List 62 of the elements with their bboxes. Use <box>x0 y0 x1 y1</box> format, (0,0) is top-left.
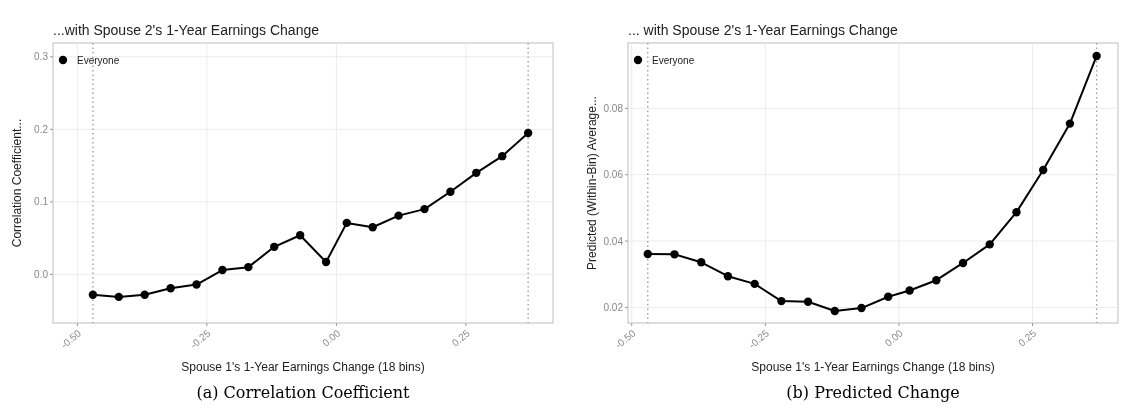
point <box>394 211 403 220</box>
point <box>750 279 759 289</box>
x-tick-label: 0.00 <box>320 327 343 349</box>
point <box>446 187 455 196</box>
chart-title: ... with Spouse 2's 1-Year Earnings Change <box>628 22 899 38</box>
text: (b) Predicted Change <box>786 383 960 402</box>
point <box>140 290 149 299</box>
point <box>166 283 175 293</box>
point <box>1065 119 1075 128</box>
x-tick-label: -0.50 <box>612 327 638 351</box>
legend-label: Everyone <box>652 54 695 66</box>
point <box>420 204 429 214</box>
y-tick-label: 0.2 <box>34 123 49 135</box>
x-axis-title: Spouse 1's 1-Year Earnings Change (18 bins) <box>181 360 425 374</box>
x-tick-label: 0.25 <box>1016 327 1039 349</box>
point <box>498 151 507 161</box>
point <box>985 240 994 249</box>
point <box>905 286 914 295</box>
y-tick-label: 0.0 <box>34 268 49 280</box>
text: (a) Correlation Coefficient <box>196 383 411 402</box>
x-tick-label: 0.00 <box>882 327 906 349</box>
point <box>884 292 893 301</box>
point <box>723 272 733 281</box>
point <box>523 128 533 138</box>
point <box>1092 51 1101 61</box>
point <box>342 218 351 228</box>
y-tick-label: 0.02 <box>603 301 624 313</box>
x-tick-label: -0.25 <box>188 327 213 351</box>
y-tick-label: 0.06 <box>603 169 624 181</box>
y-tick-label: 0.3 <box>34 51 49 63</box>
point <box>857 303 866 313</box>
point <box>88 290 98 299</box>
point <box>643 249 652 259</box>
point <box>321 257 331 267</box>
point <box>777 296 786 306</box>
y-tick-label: 0.08 <box>603 102 624 114</box>
x-tick-label: -0.50 <box>58 327 84 351</box>
point <box>244 262 253 272</box>
y-axis-title: Correlation Coefficient... <box>10 118 24 248</box>
x-tick-label: 0.25 <box>449 327 473 349</box>
point <box>932 276 941 285</box>
point <box>1038 165 1048 175</box>
y-tick-label: 0.1 <box>34 196 49 208</box>
y-tick-label: 0.04 <box>603 235 624 247</box>
point <box>472 168 481 178</box>
point <box>958 258 968 268</box>
point <box>1012 207 1021 217</box>
point <box>368 223 377 232</box>
y-axis-title: Predicted (Within-Bin) Average... <box>585 96 599 270</box>
legend-label: Everyone <box>77 54 120 66</box>
x-tick-label: -0.25 <box>746 327 772 351</box>
point <box>270 242 279 252</box>
point <box>830 306 839 316</box>
point <box>218 265 227 275</box>
point <box>697 258 706 267</box>
x-axis-title: Spouse 1's 1-Year Earnings Change (18 bins) <box>751 360 995 374</box>
point <box>114 292 123 302</box>
chart-title: ...with Spouse 2's 1-Year Earnings Change <box>53 22 320 38</box>
point <box>670 250 679 259</box>
point <box>295 231 305 240</box>
point <box>192 280 201 289</box>
point <box>803 297 813 306</box>
